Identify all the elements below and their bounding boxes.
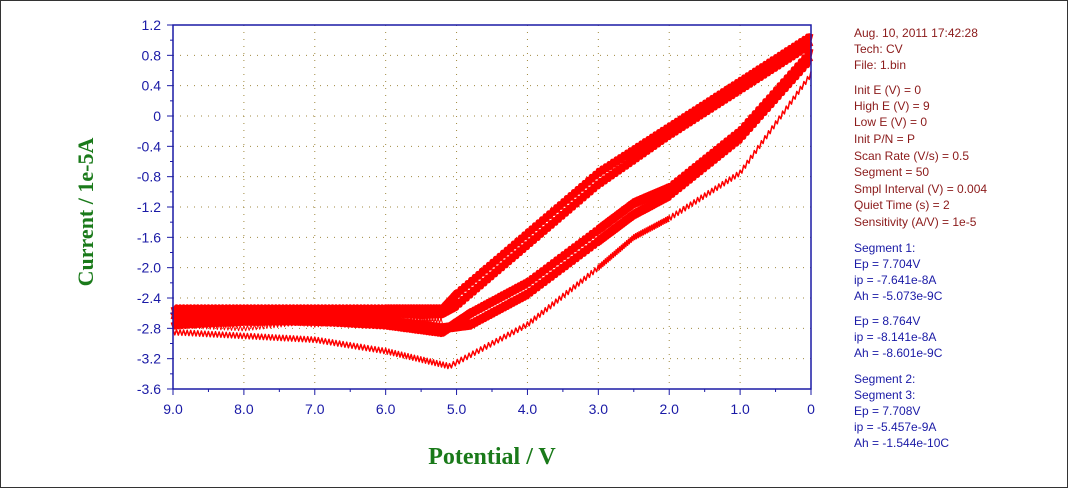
info-high-e: High E (V) = 9	[854, 99, 930, 113]
info-sensitivity: Sensitivity (A/V) = 1e-5	[854, 215, 977, 229]
y-tick-label: 0.8	[142, 47, 162, 63]
info-seg3-ip: ip = -5.457e-9A	[854, 420, 937, 434]
info-init-pn: Init P/N = P	[854, 132, 916, 146]
info-seg2-title: Segment 2:	[854, 372, 916, 386]
cv-trace-6	[172, 313, 443, 328]
info-seg1-ep2: Ep = 8.764V	[854, 314, 921, 328]
y-tick-label: -3.2	[137, 351, 161, 367]
info-seg1-ip1: ip = -7.641e-8A	[854, 273, 937, 287]
y-axis-title: Current / 1e-5A	[73, 138, 98, 287]
y-tick-label: -2.4	[137, 290, 161, 306]
y-axis: 1.2 0.8 0.4 0 -0.4 -0.8 -1.2 -1.6 -2.0 -2.4 -2.8 -3…	[137, 17, 173, 397]
info-date: Aug. 10, 2011 17:42:28	[854, 26, 978, 40]
info-seg1-title: Segment 1:	[854, 241, 916, 255]
x-tick-label: 3.0	[589, 401, 609, 417]
cv-trace-3	[170, 48, 814, 338]
info-quiet-time: Quiet Time (s) = 2	[854, 198, 950, 212]
info-seg1-ip2: ip = -8.141e-8A	[854, 330, 937, 344]
info-seg3-ah: Ah = -1.544e-10C	[854, 436, 950, 450]
y-tick-label: -0.8	[137, 169, 161, 185]
data-traces	[170, 33, 814, 370]
cv-trace-7	[172, 314, 443, 332]
y-tick-label: 1.2	[142, 17, 162, 33]
x-axis-title: Potential / V	[428, 444, 556, 470]
x-tick-label: 5.0	[447, 401, 467, 417]
y-tick-label: -2.0	[137, 260, 161, 276]
info-init-e: Init E (V) = 0	[854, 83, 922, 97]
cv-trace-5	[172, 71, 812, 370]
cv-trace-4	[170, 56, 814, 334]
y-tick-label: -2.8	[137, 320, 161, 336]
x-tick-label: 1.0	[730, 401, 750, 417]
info-segment: Segment = 50	[854, 165, 930, 179]
info-scan-rate: Scan Rate (V/s) = 0.5	[854, 149, 970, 163]
info-low-e: Low E (V) = 0	[854, 115, 928, 129]
info-seg1-ah2: Ah = -8.601e-9C	[854, 346, 943, 360]
grid	[173, 25, 811, 389]
x-tick-label: 0	[807, 401, 815, 417]
info-seg3-title: Segment 3:	[854, 388, 916, 402]
y-tick-label: -0.4	[137, 138, 161, 154]
x-tick-label: 7.0	[305, 401, 325, 417]
x-tick-label: 8.0	[234, 401, 254, 417]
y-tick-label: 0	[153, 108, 161, 124]
x-tick-label: 2.0	[659, 401, 679, 417]
info-file: File: 1.bin	[854, 58, 907, 72]
y-tick-label: -3.6	[137, 381, 161, 397]
info-tech: Tech: CV	[854, 42, 903, 56]
x-tick-label: 4.0	[518, 401, 538, 417]
y-tick-label: 0.4	[142, 78, 162, 94]
info-seg1-ah1: Ah = -5.073e-9C	[854, 289, 943, 303]
cv-trace-2	[170, 39, 814, 319]
x-tick-label: 6.0	[376, 401, 396, 417]
info-smpl-interval: Smpl Interval (V) = 0.004	[854, 182, 988, 196]
y-tick-label: -1.2	[137, 199, 161, 215]
info-seg3-ep: Ep = 7.708V	[854, 404, 921, 418]
info-seg1-ep1: Ep = 7.704V	[854, 257, 921, 271]
x-tick-label: 9.0	[163, 401, 183, 417]
y-tick-label: -1.6	[137, 229, 161, 245]
x-axis: 9.0 8.0 7.0 6.0 5.0 4.0 3.0 2.0 1.0 0	[163, 389, 815, 417]
